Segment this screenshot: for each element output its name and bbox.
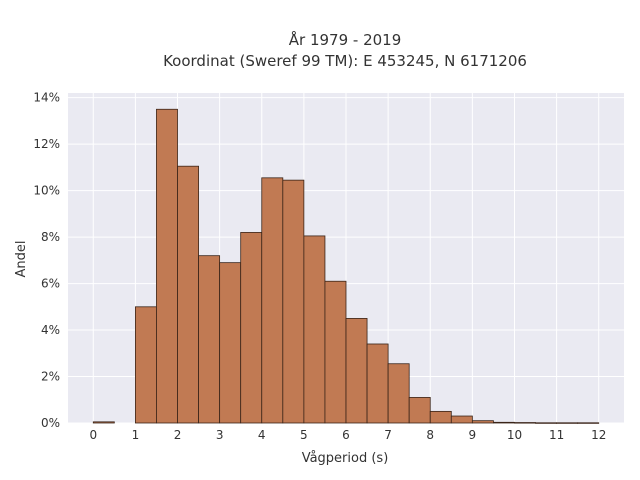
histogram-bar: [240, 232, 263, 424]
histogram-bar: [92, 421, 115, 424]
histogram-bar: [134, 306, 157, 424]
x-axis-ticks: 0 1 2 3 4 5 6 7 8 9 10 11 12: [89, 428, 606, 442]
histogram-bar: [198, 255, 221, 424]
histogram-bar: [577, 422, 600, 424]
x-tick-label: 12: [591, 428, 606, 442]
y-tick-label: 10%: [33, 184, 60, 198]
histogram-bar: [535, 422, 558, 424]
x-tick-label: 3: [216, 428, 224, 442]
x-tick-label: 6: [342, 428, 350, 442]
histogram-bar: [282, 179, 305, 424]
y-tick-label: 12%: [33, 137, 60, 151]
bars: [92, 108, 600, 424]
histogram-bar: [156, 108, 178, 424]
x-axis-label: Vågperiod (s): [302, 451, 389, 466]
histogram-bar: [387, 363, 410, 424]
y-tick-label: 8%: [41, 230, 60, 244]
chart-title-line2: Koordinat (Sweref 99 TM): E 453245, N 61…: [163, 52, 527, 70]
histogram-bar: [514, 422, 536, 424]
y-axis-ticks: 0% 2% 4% 6% 8% 10% 12% 14%: [33, 91, 60, 430]
histogram-bar: [556, 422, 579, 424]
histogram-bar: [450, 415, 473, 424]
histogram-bar: [429, 410, 452, 424]
y-tick-label: 0%: [41, 416, 60, 430]
histogram-bar: [493, 421, 515, 424]
x-tick-label: 1: [132, 428, 140, 442]
x-tick-label: 7: [384, 428, 392, 442]
histogram-bar: [324, 280, 347, 424]
x-tick-label: 0: [89, 428, 97, 442]
x-tick-label: 9: [469, 428, 477, 442]
x-tick-label: 8: [426, 428, 434, 442]
histogram-bar: [366, 343, 389, 424]
y-axis-label: Andel: [14, 241, 29, 278]
x-tick-label: 11: [549, 428, 564, 442]
y-tick-label: 6%: [41, 277, 60, 291]
x-tick-label: 4: [258, 428, 266, 442]
y-tick-label: 2%: [41, 370, 60, 384]
x-tick-label: 5: [300, 428, 308, 442]
histogram-bar: [219, 262, 242, 424]
y-tick-label: 14%: [33, 91, 60, 105]
x-tick-label: 2: [174, 428, 182, 442]
histogram-bar: [303, 235, 326, 424]
y-tick-label: 4%: [41, 323, 60, 337]
histogram-bar: [408, 397, 431, 424]
histogram-bar: [261, 177, 284, 424]
histogram-bar: [177, 165, 199, 424]
histogram-bar: [345, 318, 368, 424]
x-tick-label: 10: [507, 428, 522, 442]
histogram-bar: [471, 420, 494, 424]
chart-title-line1: År 1979 - 2019: [289, 30, 402, 49]
